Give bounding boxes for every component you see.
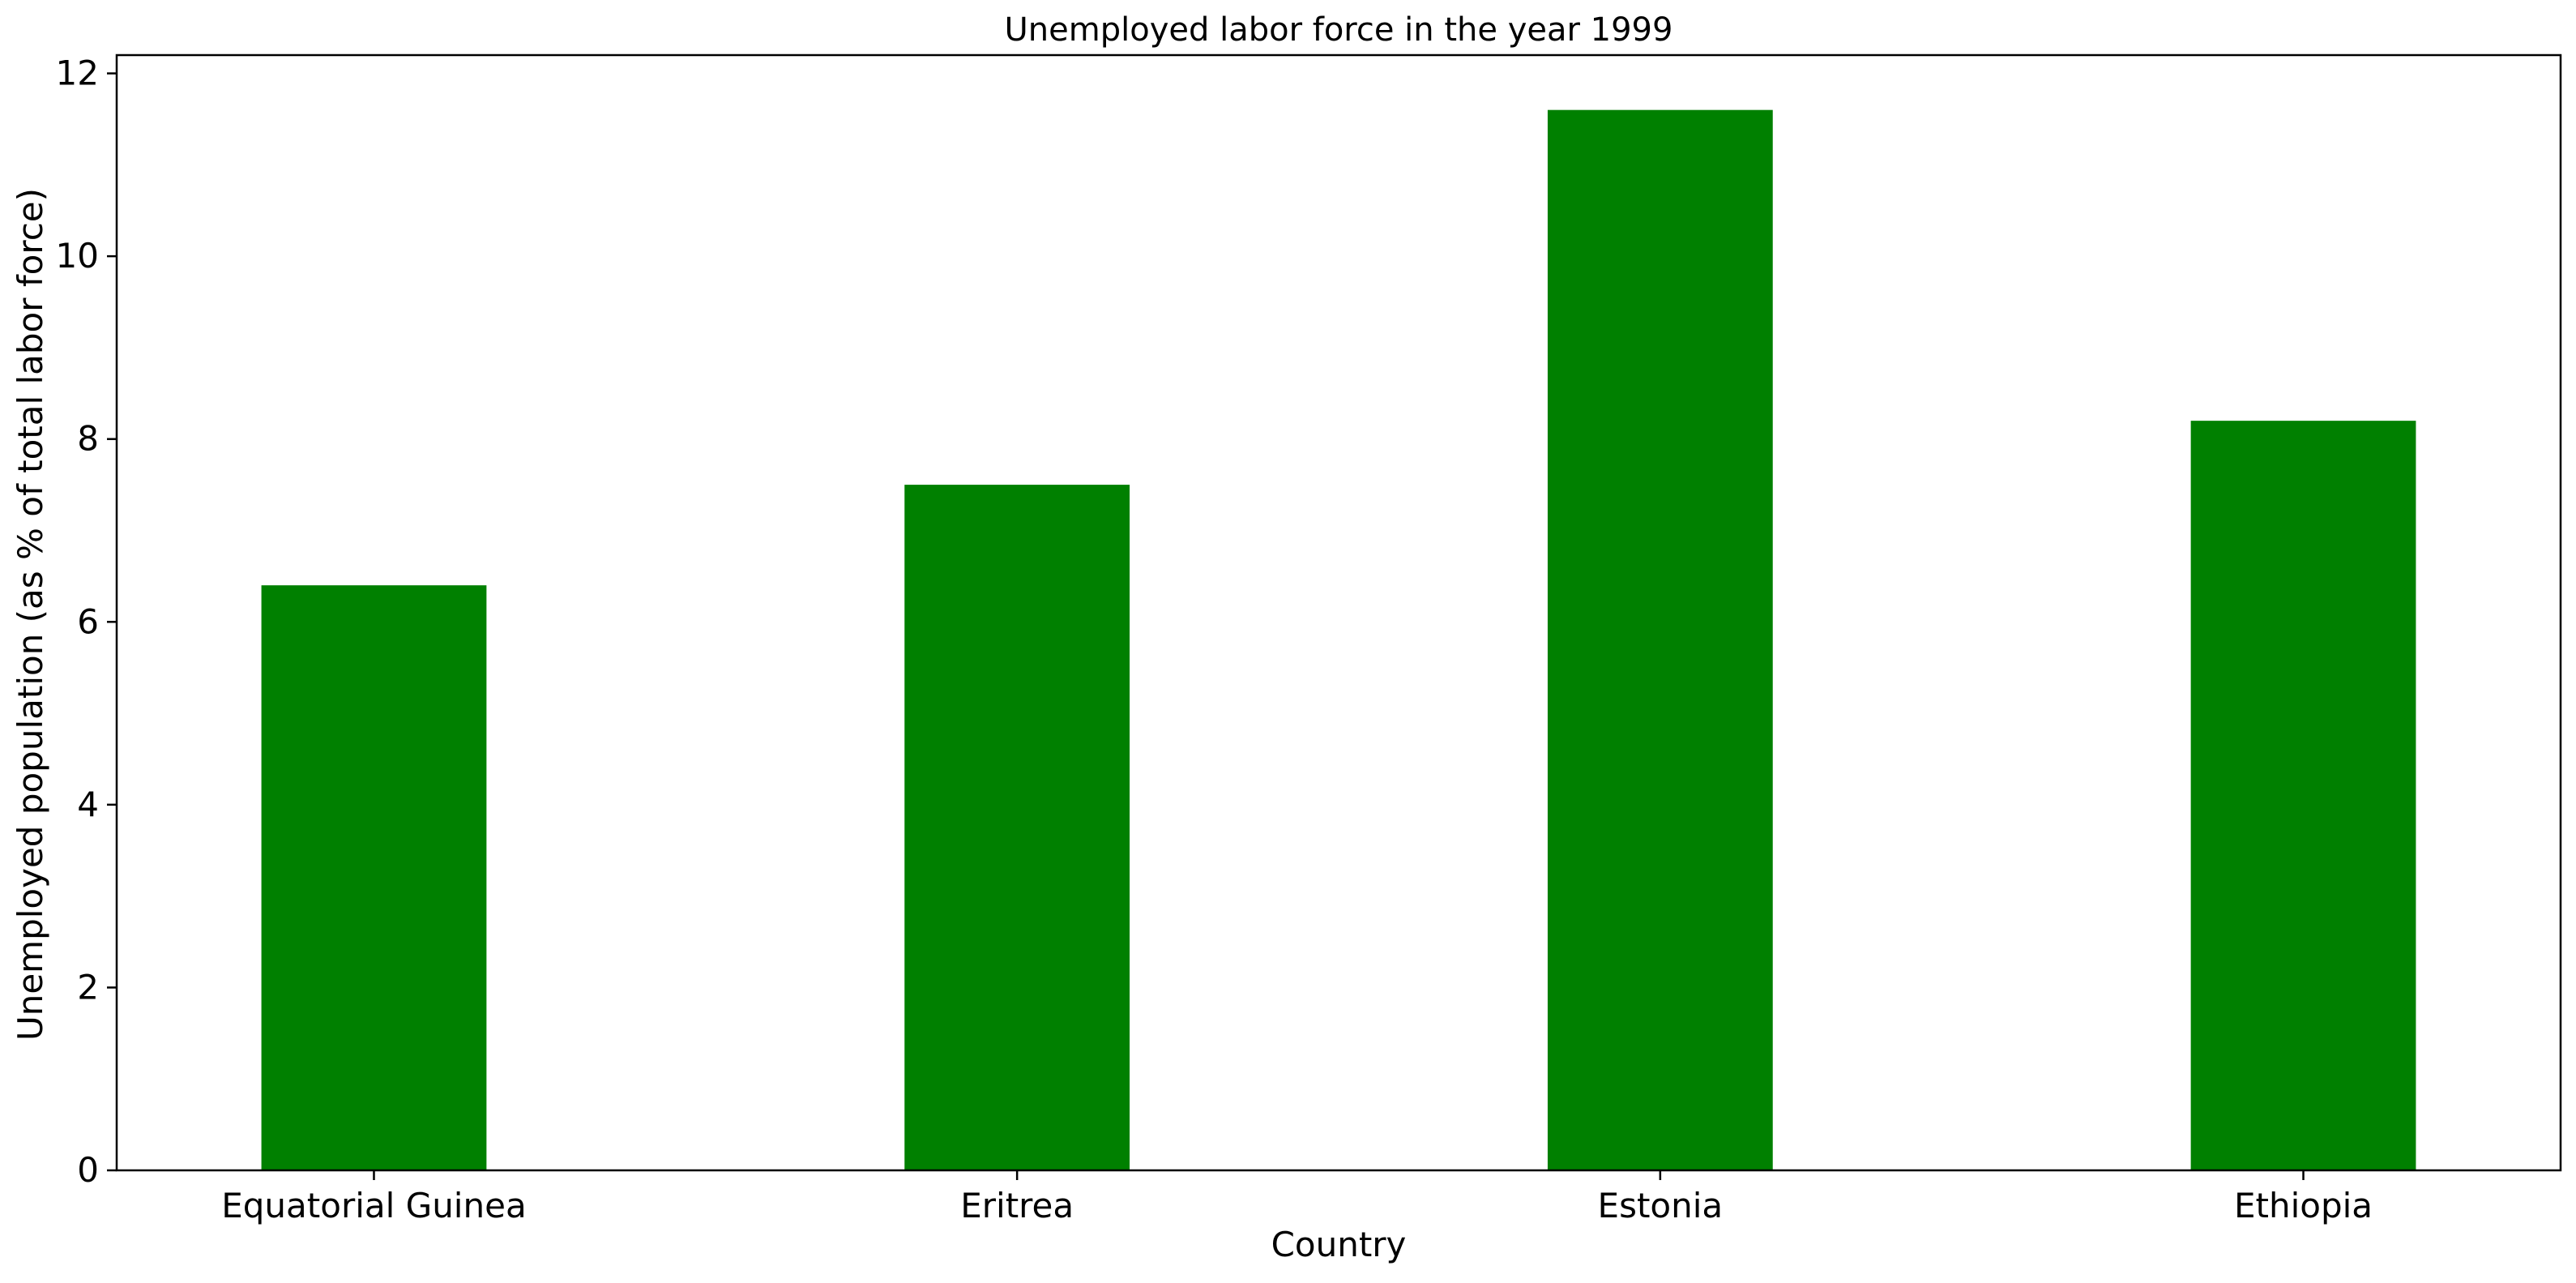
chart-title: Unemployed labor force in the year 1999 — [1005, 11, 1673, 49]
y-tick-label: 12 — [56, 53, 99, 93]
x-tick-label: Equatorial Guinea — [221, 1186, 526, 1225]
bar-estonia — [1547, 109, 1773, 1171]
y-tick-label: 2 — [77, 967, 99, 1007]
bars-layer — [261, 109, 2416, 1171]
x-axis-ticks: Equatorial Guinea Eritrea Estonia Ethiopia — [221, 1170, 2373, 1225]
y-axis-label: Unemployed population (as % of total lab… — [11, 188, 50, 1041]
x-axis-label: Country — [1271, 1225, 1407, 1264]
y-tick-label: 6 — [77, 601, 99, 641]
bar-ethiopia — [2190, 421, 2416, 1170]
x-tick-label: Estonia — [1598, 1186, 1724, 1225]
y-tick-label: 10 — [56, 236, 99, 276]
y-axis-ticks: 0 2 4 6 8 10 12 — [56, 53, 117, 1190]
y-tick-label: 0 — [77, 1150, 99, 1190]
x-tick-label: Ethiopia — [2234, 1186, 2373, 1225]
bar-eritrea — [904, 485, 1130, 1170]
y-tick-label: 4 — [77, 785, 99, 824]
y-tick-label: 8 — [77, 419, 99, 459]
x-tick-label: Eritrea — [960, 1186, 1074, 1225]
plot-frame — [115, 53, 2562, 1172]
bar-equatorial-guinea — [261, 585, 487, 1170]
